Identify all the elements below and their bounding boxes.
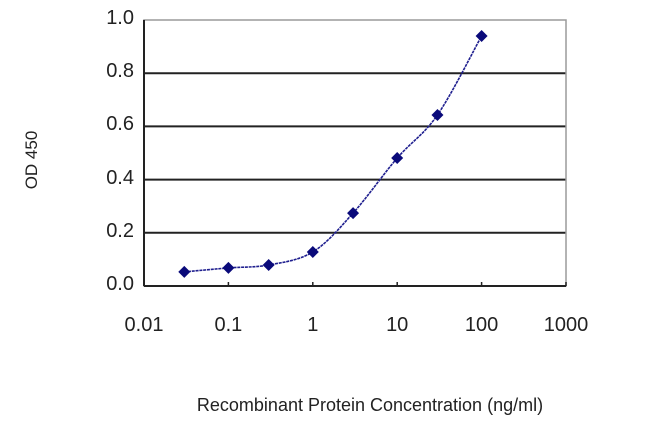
- y-axis-label: OD 450: [22, 130, 41, 190]
- data-point-marker: [347, 207, 360, 220]
- data-point-marker: [262, 258, 275, 271]
- x-ticks: [143, 282, 567, 286]
- data-point-marker: [431, 108, 444, 121]
- x-axis-label: Recombinant Protein Concentration (ng/ml…: [196, 395, 544, 415]
- x-tick-label: 1: [307, 314, 319, 336]
- series-line: [184, 35, 483, 273]
- x-tick-label: 10: [386, 314, 409, 336]
- x-tick-label: 0.01: [124, 314, 164, 336]
- data-point-marker: [222, 261, 235, 274]
- y-tick-label: 0.0: [106, 273, 134, 295]
- x-tick-label: 0.1: [214, 314, 243, 336]
- y-tick-label: 0.4: [106, 166, 134, 189]
- gridlines: [144, 72, 566, 234]
- y-tick-label: 1.0: [106, 7, 134, 29]
- series-markers: [178, 29, 488, 278]
- y-tick-label: 0.2: [106, 219, 134, 242]
- y-tick-label: 0.8: [106, 60, 134, 83]
- data-point-marker: [391, 152, 404, 165]
- x-tick-label: 100: [464, 314, 499, 336]
- data-point-marker: [306, 245, 319, 258]
- data-point-marker: [475, 29, 488, 42]
- x-tick-label: 1000: [543, 314, 589, 336]
- y-tick-label: 0.6: [106, 113, 134, 136]
- plot-area: [143, 19, 567, 287]
- data-point-marker: [178, 265, 191, 278]
